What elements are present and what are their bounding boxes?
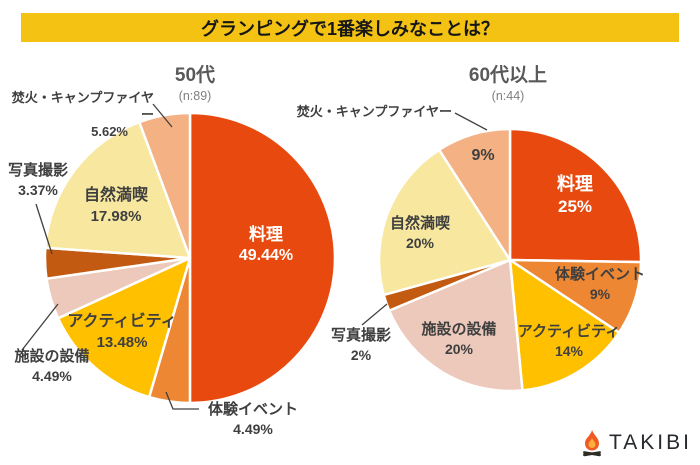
slice-percent: 3.37% — [18, 181, 58, 198]
page-title: グランピングで1番楽しみなことは？ — [200, 18, 499, 39]
sample-size-50s: (n:89) — [178, 89, 212, 103]
slice-percent: 4.49% — [32, 367, 72, 384]
slice-percent-bonfire-60s: 9% — [471, 147, 495, 164]
pie-chart-60s-plus — [377, 127, 643, 393]
slice-label-photography-50s: 写真撮影 3.37% — [0, 161, 76, 199]
slice-percent: 4.49% — [233, 420, 273, 437]
slice-label-facility-60s: 施設の設備 20% — [408, 320, 510, 358]
pie-slice-facility-60s — [387, 258, 524, 393]
slice-name: 自然満喫 — [389, 215, 450, 232]
slice-name: 施設の設備 — [421, 321, 497, 338]
slice-name: 自然満喫 — [83, 187, 148, 204]
chart-title-50s: 50代 — [174, 65, 216, 86]
slice-name: アクティビティ — [517, 323, 621, 340]
takibi-flame-icon — [583, 430, 601, 457]
slice-label-bonfire-60s: 焚火・キャンプファイヤー — [296, 104, 452, 119]
slice-label-nature-60s: 自然満喫 20% — [381, 214, 459, 252]
brand-logo: TAKIBI — [580, 429, 692, 457]
slice-name: 料理 — [557, 174, 593, 194]
brand-name: TAKIBI — [609, 431, 692, 454]
pie-slice-cooking-50s — [188, 111, 337, 405]
slice-name: 体験イベント — [207, 401, 298, 418]
title-banner: グランピングで1番楽しみなことは？ — [21, 13, 679, 42]
slice-name: 体験イベント — [554, 266, 645, 283]
sample-size-60s-plus: (n:44) — [491, 89, 525, 103]
chart-title-60s-plus: 60代以上 — [468, 65, 548, 86]
slice-label-activity-50s: アクティビティ 13.48% — [58, 312, 186, 352]
slice-label-cooking-60s: 料理 25% — [538, 173, 612, 218]
slice-label-nature-50s: 自然満喫 17.98% — [64, 186, 168, 226]
slice-label-activity-60s: アクティビティ 14% — [511, 322, 627, 360]
slice-percent: 20% — [405, 234, 435, 251]
pie-slice-bonfire-campfire-60s — [437, 127, 512, 262]
pie-slice-activity-50s — [56, 256, 192, 399]
slice-percent: 17.98% — [90, 207, 142, 225]
slice-label-experience-event-60s: 体験イベント 9% — [548, 265, 652, 303]
slice-name: 料理 — [249, 225, 283, 244]
slice-label-facility-50s: 施設の設備 4.49% — [0, 347, 104, 385]
slice-percent: 49.44% — [238, 247, 294, 265]
slice-name: 焚火・キャンプファイヤー — [11, 90, 154, 122]
slice-percent: 25% — [557, 197, 593, 217]
slice-label-photography-60s: 写真撮影 2% — [324, 326, 398, 364]
slice-percent: 14% — [554, 342, 584, 359]
pie-slice-cooking-60s — [508, 127, 643, 264]
slice-name: 写真撮影 — [7, 162, 68, 179]
slice-percent: 5.62% — [91, 123, 128, 139]
pie-slice-activity-60s — [508, 258, 621, 392]
slice-label-bonfire-50s: 焚火・キャンプファイヤー 5.62% — [0, 90, 154, 141]
slice-label-experience-event-50s: 体験イベント 4.49% — [198, 400, 308, 438]
pie-chart-50s — [43, 111, 337, 405]
slice-percent: 13.48% — [96, 333, 148, 351]
slice-name: 写真撮影 — [330, 327, 391, 344]
slice-percent: 20% — [444, 340, 474, 357]
slice-percent: 9% — [589, 285, 611, 302]
slice-name: 施設の設備 — [14, 348, 90, 365]
slice-label-cooking-50s: 料理 49.44% — [214, 224, 318, 267]
slice-percent: 2% — [350, 346, 372, 363]
slice-name: アクティビティ — [67, 313, 177, 330]
pie-slice-nature-60s — [377, 148, 512, 297]
